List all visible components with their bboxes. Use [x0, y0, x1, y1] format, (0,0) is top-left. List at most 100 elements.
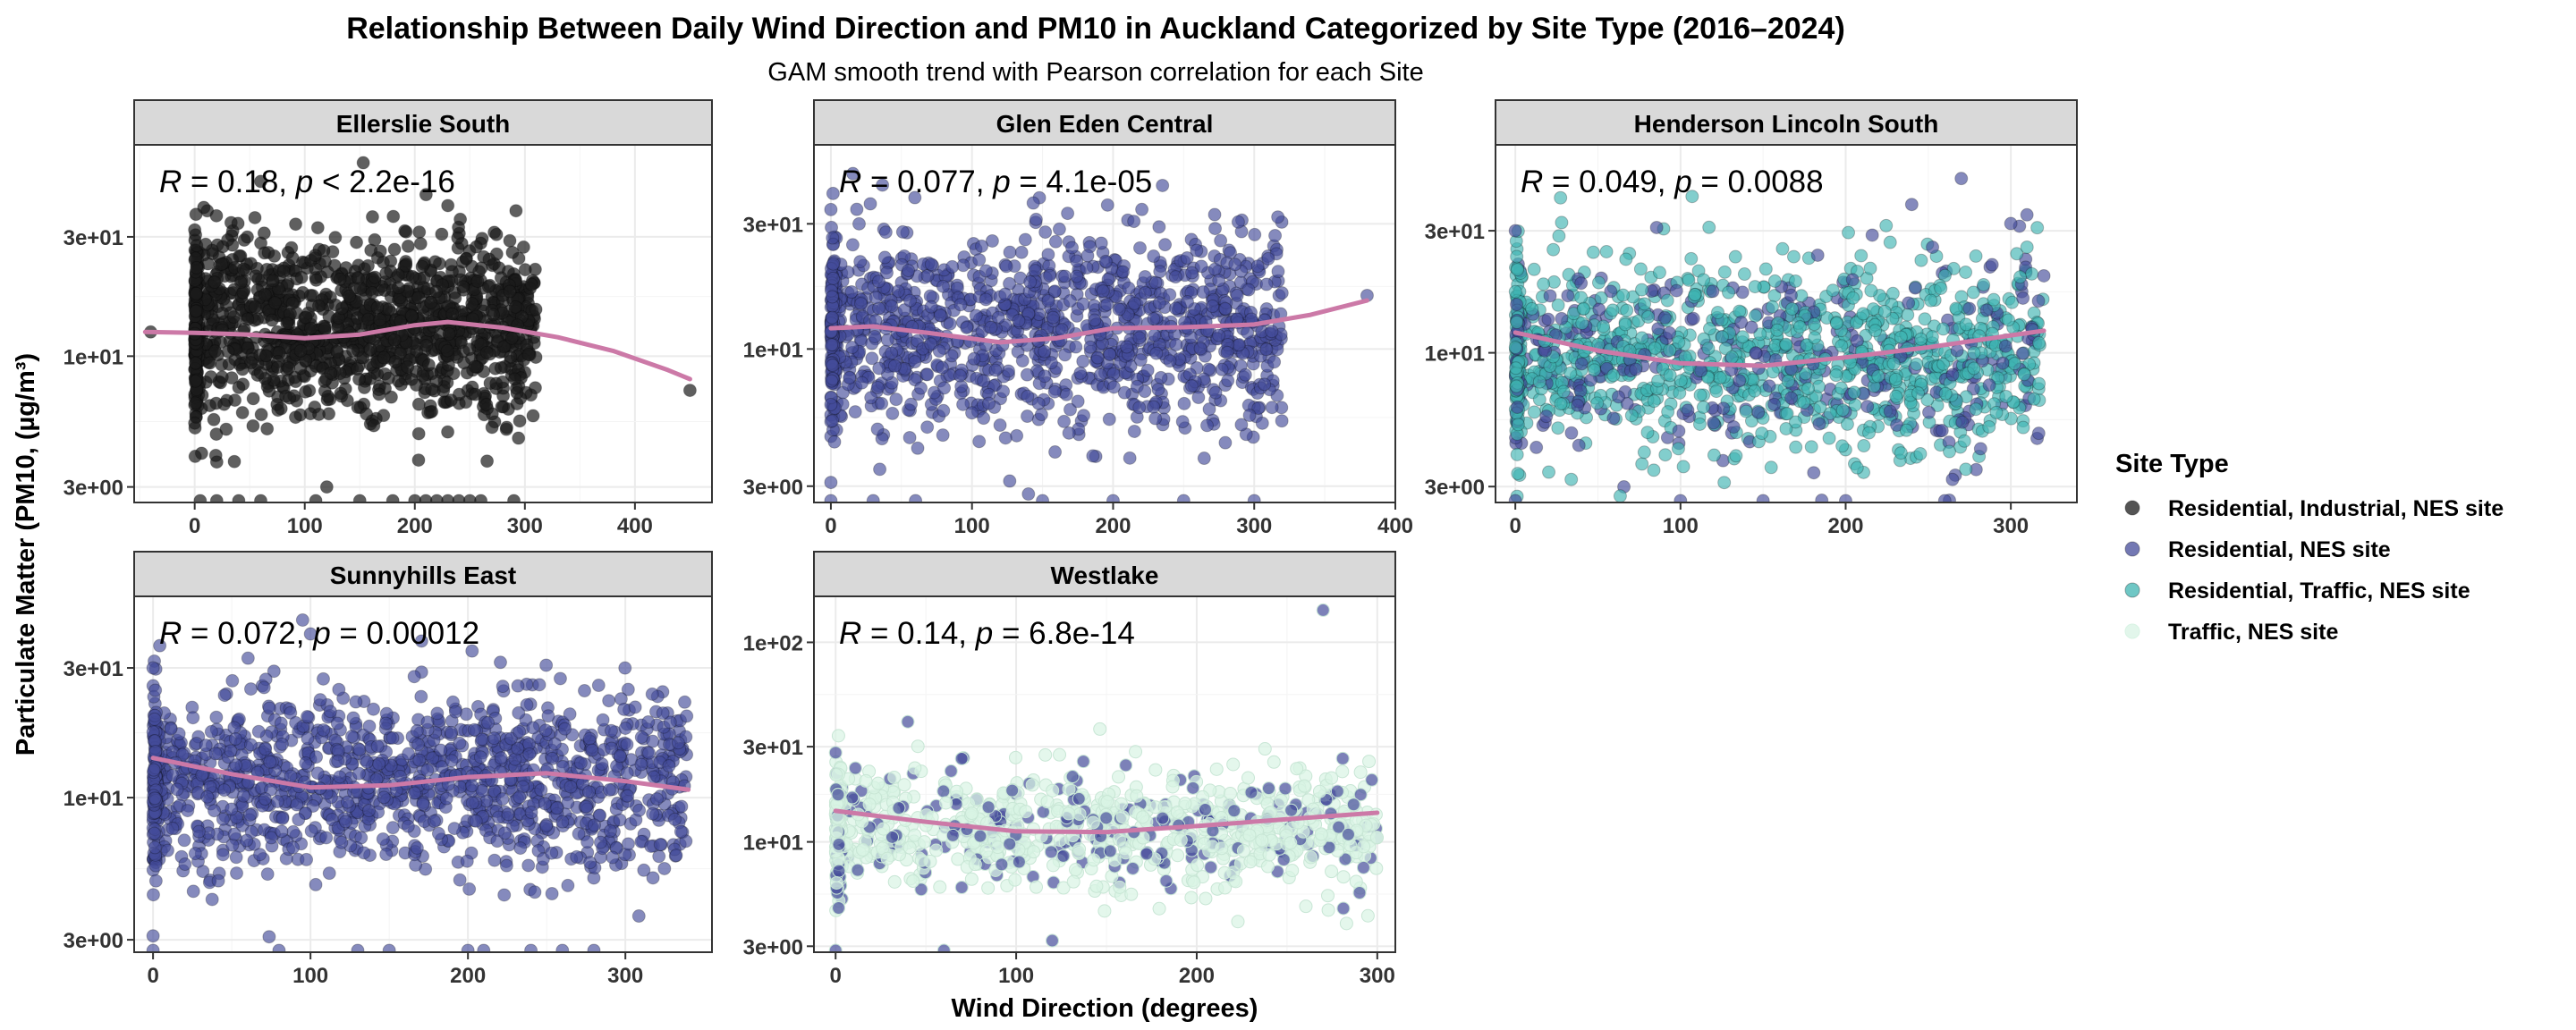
data-point: [545, 887, 559, 901]
data-point: [499, 420, 513, 435]
data-point: [853, 255, 868, 269]
data-point: [863, 197, 877, 211]
data-point: [865, 351, 879, 366]
data-point: [470, 274, 485, 289]
data-point: [328, 231, 343, 245]
data-point: [411, 426, 426, 441]
data-point: [1663, 343, 1677, 358]
data-point: [1259, 342, 1274, 357]
data-point: [248, 300, 262, 314]
data-point: [1977, 278, 1991, 292]
data-point: [1532, 375, 1546, 389]
data-point: [1766, 365, 1780, 379]
data-point: [870, 380, 885, 394]
data-point: [1685, 190, 1699, 204]
data-point: [221, 344, 235, 359]
data-point: [825, 290, 839, 304]
data-point: [1029, 212, 1043, 226]
data-point: [1090, 350, 1105, 365]
data-point: [1265, 401, 1279, 415]
data-point: [1770, 323, 1784, 337]
data-point: [1902, 296, 1916, 310]
data-point: [208, 448, 223, 462]
data-point: [866, 494, 880, 502]
data-point: [457, 356, 471, 370]
data-point: [1854, 249, 1868, 263]
data-point: [1648, 341, 1662, 355]
data-point: [365, 285, 379, 300]
data-point: [1945, 367, 1960, 382]
x-tick-label: 100: [1663, 514, 1699, 538]
data-point: [1220, 345, 1234, 359]
data-point: [2013, 270, 2028, 284]
data-point: [1020, 367, 1034, 382]
data-point: [1554, 190, 1568, 205]
data-point: [258, 288, 272, 302]
data-point: [503, 284, 517, 299]
correlation-label-part: R: [839, 165, 861, 199]
data-point: [1098, 254, 1113, 268]
data-point: [507, 372, 521, 386]
data-point: [824, 494, 838, 502]
data-point: [1275, 414, 1289, 428]
data-point: [1094, 236, 1108, 250]
data-point: [1057, 414, 1072, 428]
data-point: [827, 435, 842, 449]
data-point: [1058, 269, 1072, 283]
data-point: [1684, 251, 1699, 266]
data-point: [1810, 248, 1825, 262]
data-point: [330, 344, 344, 359]
data-point: [1726, 419, 1741, 434]
data-point: [1707, 416, 1721, 430]
data-point: [956, 258, 970, 273]
data-point: [953, 368, 967, 383]
data-point: [969, 308, 983, 323]
data-point: [409, 378, 423, 393]
data-point: [1148, 328, 1162, 342]
data-point: [1575, 317, 1589, 331]
data-point: [1036, 494, 1050, 502]
data-point: [1739, 404, 1753, 418]
data-point: [312, 407, 326, 421]
data-point: [908, 355, 922, 369]
data-point: [222, 357, 236, 371]
data-point: [189, 304, 203, 318]
data-point: [1508, 494, 1522, 502]
data-point: [1151, 383, 1165, 397]
data-point: [1894, 446, 1908, 460]
data-point: [1692, 417, 1707, 431]
data-point: [924, 337, 938, 351]
data-point: [1561, 289, 1575, 303]
data-point: [868, 329, 882, 343]
data-point: [289, 217, 303, 232]
data-point: [826, 414, 840, 428]
data-point: [1590, 396, 1605, 410]
data-point: [1093, 367, 1107, 382]
data-point: [1735, 330, 1750, 344]
data-point: [303, 321, 318, 335]
data-point: [924, 258, 938, 272]
data-point: [1762, 379, 1776, 393]
data-point: [414, 634, 428, 648]
data-point: [1799, 367, 1813, 381]
data-point: [2020, 207, 2034, 222]
data-point: [871, 274, 886, 289]
data-point: [209, 494, 224, 502]
data-point: [1177, 396, 1191, 410]
gam-smooth-line: [1513, 328, 2046, 368]
data-point: [209, 427, 224, 442]
facet-strip: [133, 551, 713, 597]
data-point: [285, 251, 300, 266]
data-point: [936, 428, 950, 443]
data-point: [1117, 385, 1131, 400]
data-point: [1936, 357, 1951, 371]
data-point: [1208, 222, 1223, 236]
data-point: [845, 238, 860, 252]
data-point: [2005, 295, 2020, 309]
data-point: [448, 705, 462, 719]
data-point: [852, 216, 866, 231]
data-point: [1012, 314, 1026, 328]
data-point: [1706, 284, 1720, 299]
data-point: [1635, 457, 1649, 471]
